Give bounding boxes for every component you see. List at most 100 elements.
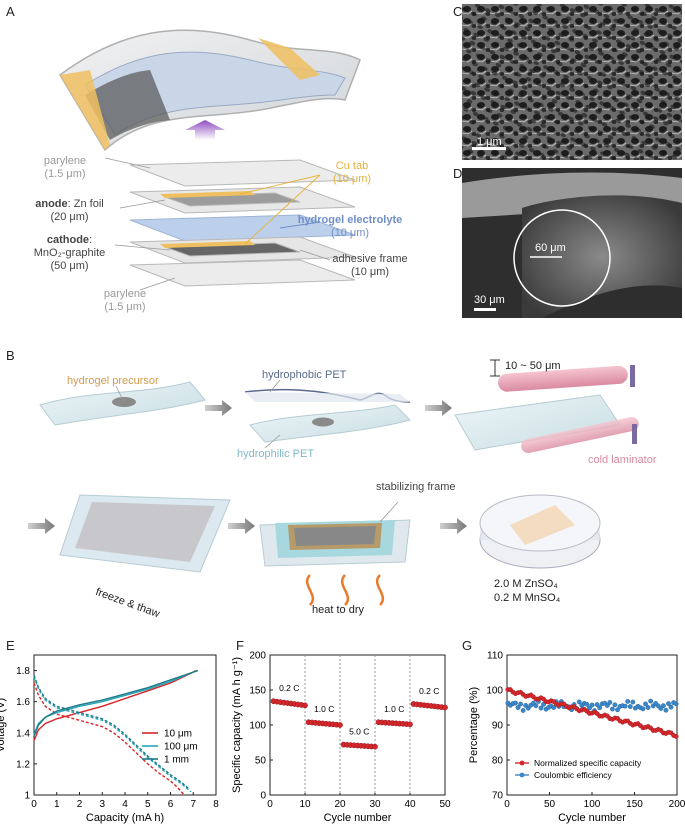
exploded-layer-stack [129, 159, 356, 287]
g-ce-point [533, 703, 539, 709]
chart-g-cycling: 0 50 100 150 200 70 80 90 100 110 Cycle number Perc… [468, 651, 685, 825]
f-rate-label-1: 1.0 C [314, 704, 334, 714]
g-ce-point [612, 702, 618, 708]
g-legend-marker-0 [519, 760, 525, 766]
f-capacity-point [407, 721, 413, 728]
e-legend-label-0: 10 μm [164, 729, 192, 740]
thickness-label: 10 ~ 50 μm [505, 360, 561, 372]
e-y-tick-label: 1.2 [16, 759, 30, 770]
e-x-tick-label: 5 [145, 799, 151, 810]
e-x-tick-label: 6 [168, 799, 174, 810]
parylene-bottom-label: parylene (1.5 μm) [103, 288, 147, 313]
g-ce-point [584, 701, 590, 707]
panel-label-a: A [6, 4, 15, 19]
e-plot-frame [33, 654, 217, 796]
f-y-tick-label: 50 [255, 756, 267, 767]
g-ce-point [513, 700, 518, 706]
hydrogel-electrolyte-label: hydrogel electrolyte (10 μm) [297, 214, 403, 239]
f-x-tick-label: 0 [267, 799, 273, 810]
anode-label: anode: Zn foil (20 μm) [35, 198, 104, 223]
e-x-tick-label: 0 [31, 799, 37, 810]
f-plot-frame [269, 654, 446, 796]
panel-label-b: B [6, 348, 15, 363]
g-x-tick-label: 200 [669, 799, 685, 810]
step-soak-solution [479, 494, 601, 569]
e-x-axis-label: Capacity (mA h) [86, 812, 164, 824]
g-ce-point [515, 705, 521, 710]
e-x-tick-label: 1 [54, 799, 60, 810]
f-y-tick-label: 100 [249, 721, 266, 732]
process-arrow-2 [425, 400, 452, 416]
process-arrow-4 [228, 518, 255, 534]
g-ce-point [625, 698, 631, 704]
f-x-tick-label: 40 [404, 799, 416, 810]
e-x-tick-label: 2 [77, 799, 83, 810]
g-ce-point [645, 705, 651, 710]
e-charge-curve-0 [33, 669, 196, 741]
step-pet-cover [244, 379, 411, 449]
g-ce-point [663, 707, 669, 713]
e-charge-curve-1 [33, 669, 199, 735]
e-y-tick-label: 1.4 [16, 728, 30, 739]
g-ce-point [576, 699, 582, 705]
panel-a-illustration [59, 29, 361, 291]
f-capacity-point [337, 722, 343, 728]
g-ce-point [518, 701, 523, 707]
g-x-tick-label: 150 [626, 799, 643, 810]
panel-label-c: C [453, 4, 463, 19]
step-precursor-drop [39, 381, 206, 426]
e-legend-label-1: 100 μm [164, 742, 198, 753]
g-y-axis-label: Percentage (%) [468, 687, 480, 763]
e-x-tick-label: 4 [122, 799, 128, 810]
g-y-tick-label: 110 [487, 651, 503, 662]
e-y-axis-label: Voltage (V) [0, 698, 7, 752]
e-y-tick-label: 1 [24, 791, 30, 802]
f-rate-label-3: 1.0 C [384, 704, 404, 714]
g-ce-point [615, 707, 620, 713]
e-discharge-curve-1 [33, 676, 192, 793]
g-y-tick-label: 100 [486, 686, 503, 697]
e-x-tick-label: 7 [190, 799, 196, 810]
g-x-tick-label: 100 [584, 799, 601, 810]
g-ce-point [520, 708, 526, 713]
scale-bar-c [472, 147, 506, 150]
step-freeze-thaw [59, 494, 231, 573]
solution-line-1: 2.0 M ZnSO₄ [494, 578, 558, 590]
f-y-axis-label: Specific capacity (mA h g⁻¹) [231, 657, 243, 793]
f-capacity-point [372, 743, 378, 750]
flexible-battery-device [59, 29, 361, 152]
g-ce-point [643, 701, 648, 707]
panel-label-f: F [236, 638, 244, 653]
g-ce-point [666, 701, 671, 707]
g-y-tick-label: 80 [492, 756, 504, 767]
e-y-tick-label: 1.8 [16, 666, 30, 677]
e-x-tick-label: 8 [213, 799, 219, 810]
f-capacity-point [442, 704, 448, 711]
solution-line-2: 0.2 M MnSO₄ [494, 592, 561, 604]
process-arrow-1 [205, 400, 232, 416]
g-ce-point [597, 705, 603, 711]
g-ce-point [673, 701, 679, 707]
cold-laminator-label: cold laminator [588, 454, 657, 466]
g-legend-marker-1 [519, 772, 525, 778]
g-ce-point [609, 706, 615, 712]
e-x-tick-label: 3 [99, 799, 105, 810]
g-capacity-point [673, 734, 679, 739]
g-ce-point [538, 705, 544, 711]
hydrophilic-pet-label: hydrophilic PET [237, 448, 315, 460]
g-legend-label-1: Coulombic efficiency [534, 770, 613, 780]
step-heat-dry [259, 501, 411, 606]
step-cold-lamination [454, 359, 639, 454]
f-rate-label-2: 5.0 C [349, 727, 369, 737]
f-capacity-point [302, 702, 308, 709]
assembly-arrow [185, 120, 225, 140]
f-x-tick-label: 20 [334, 799, 346, 810]
g-ce-point [640, 706, 646, 712]
g-ce-point [660, 703, 666, 709]
g-ce-point [551, 705, 557, 710]
g-x-axis-label: Cycle number [558, 812, 626, 824]
circle-diameter-label: 60 μm [535, 242, 566, 254]
f-rate-label-4: 0.2 C [419, 686, 439, 696]
g-x-tick-label: 50 [544, 799, 556, 810]
